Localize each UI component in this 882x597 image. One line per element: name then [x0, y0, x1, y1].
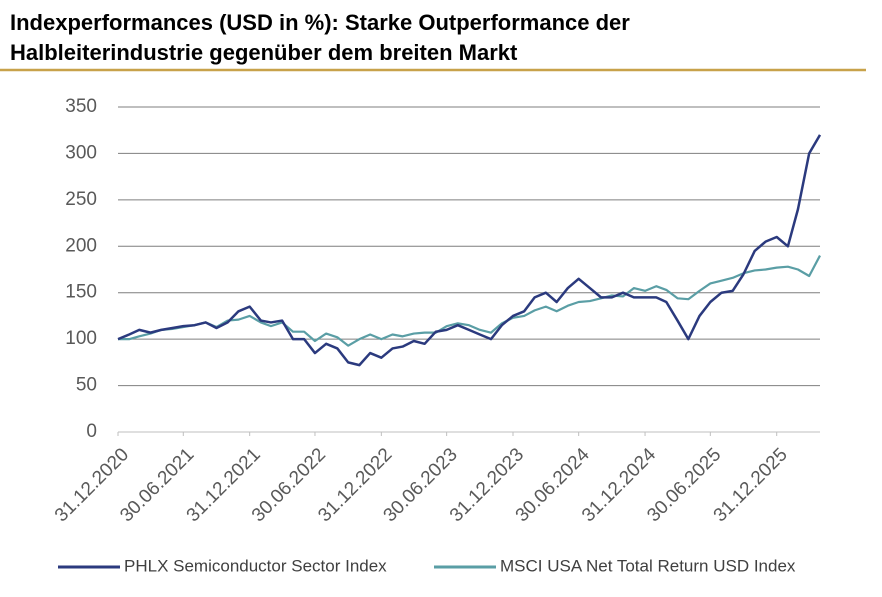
y-tick-label: 0 — [86, 421, 97, 442]
chart-title: Halbleiterindustrie gegenüber dem breite… — [10, 40, 518, 65]
y-tick-label: 200 — [65, 235, 97, 256]
y-tick-label: 350 — [65, 96, 97, 117]
y-tick-label: 150 — [65, 282, 97, 303]
legend-label: PHLX Semiconductor Sector Index — [124, 556, 387, 575]
y-tick-label: 100 — [65, 328, 97, 349]
legend-label: MSCI USA Net Total Return USD Index — [500, 556, 796, 575]
y-tick-label: 250 — [65, 189, 97, 210]
y-tick-label: 50 — [76, 375, 97, 396]
y-tick-label: 300 — [65, 142, 97, 163]
series-line — [118, 255, 821, 347]
chart-title: Indexperformances (USD in %): Starke Out… — [10, 10, 630, 35]
series-line — [117, 134, 822, 367]
